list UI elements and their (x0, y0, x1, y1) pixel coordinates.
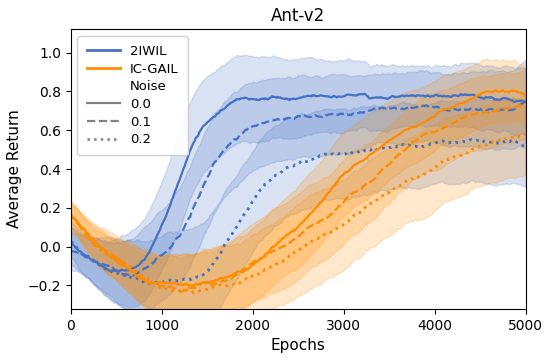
Legend: 2IWIL, IC-GAIL, Noise, 0.0, 0.1, 0.2: 2IWIL, IC-GAIL, Noise, 0.0, 0.1, 0.2 (78, 36, 188, 156)
Y-axis label: Average Return: Average Return (7, 110, 22, 228)
Title: Ant-v2: Ant-v2 (271, 7, 325, 25)
X-axis label: Epochs: Epochs (271, 338, 326, 353)
